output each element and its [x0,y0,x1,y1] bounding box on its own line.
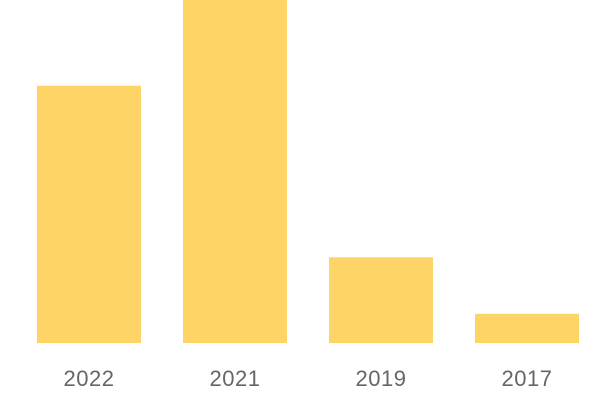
x-tick-label: 2021 [210,366,261,391]
x-tick-label: 2022 [64,366,115,391]
bar [37,85,141,343]
x-tick-label: 2019 [356,366,407,391]
bar [475,313,579,343]
bar [329,257,433,343]
x-tick-label: 2017 [502,366,553,391]
bar [183,0,287,343]
